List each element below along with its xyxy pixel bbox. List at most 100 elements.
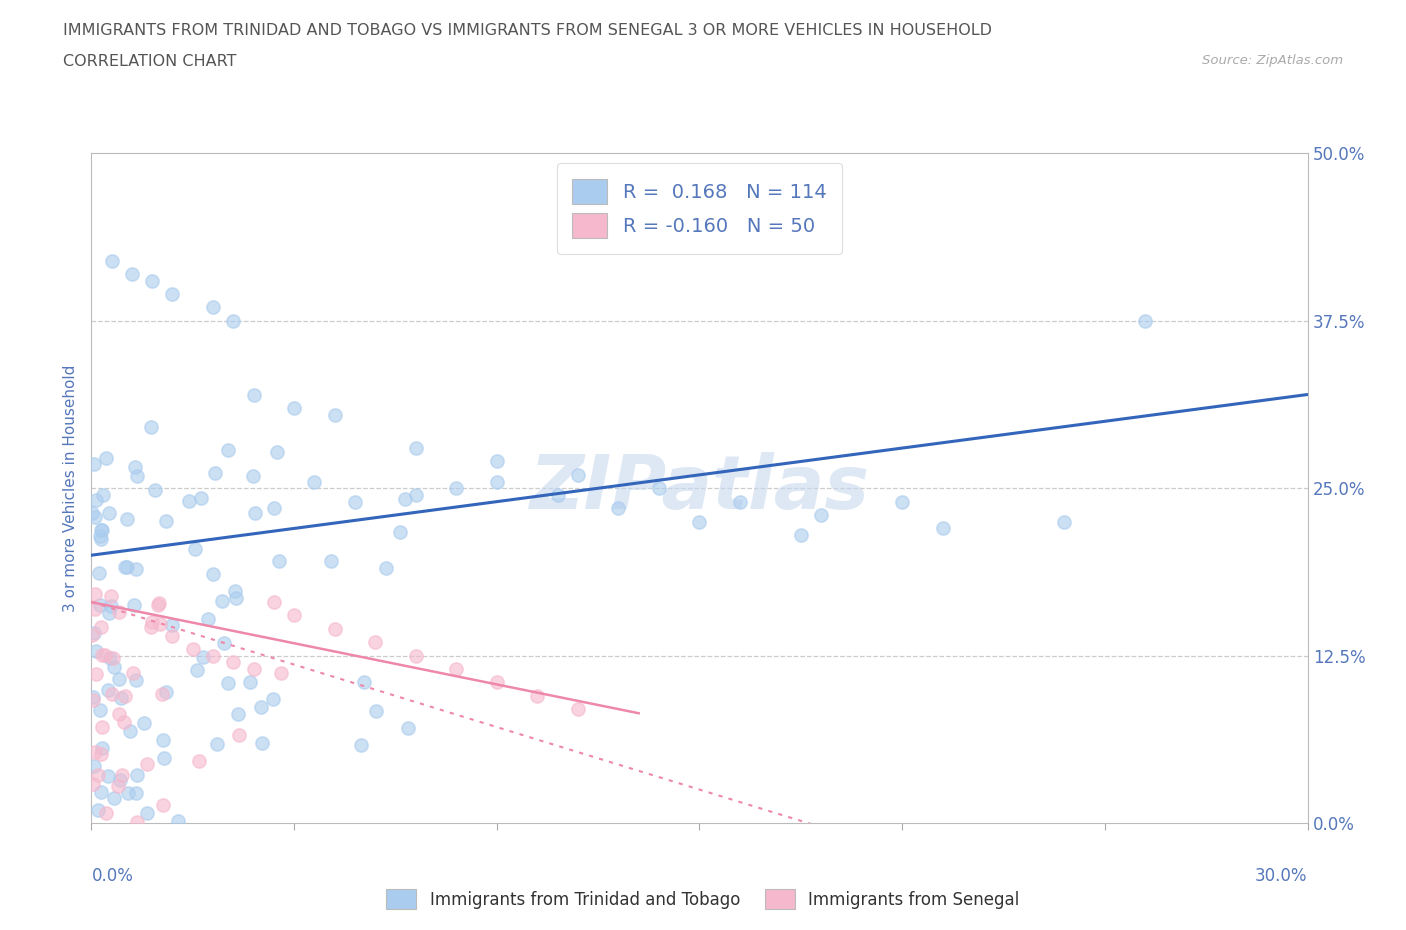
Point — [124, 459, 146, 474]
Point — [323, 621, 346, 636]
Point — [114, 688, 136, 703]
Point — [245, 506, 267, 521]
Point — [125, 786, 148, 801]
Point — [141, 419, 163, 434]
Point — [91, 488, 114, 503]
Point — [90, 720, 112, 735]
Point — [283, 401, 305, 416]
Point — [204, 466, 226, 481]
Point — [364, 635, 387, 650]
Legend: Immigrants from Trinidad and Tobago, Immigrants from Senegal: Immigrants from Trinidad and Tobago, Imm… — [378, 881, 1028, 917]
Point — [83, 759, 105, 774]
Point — [242, 469, 264, 484]
Point — [90, 619, 112, 634]
Point — [1053, 514, 1076, 529]
Point — [323, 407, 346, 422]
Point — [80, 628, 103, 643]
Point — [197, 611, 219, 626]
Point — [82, 693, 104, 708]
Point — [270, 666, 292, 681]
Point — [89, 529, 111, 544]
Point — [405, 487, 427, 502]
Point — [790, 527, 813, 542]
Point — [87, 803, 110, 817]
Point — [86, 644, 108, 658]
Point — [152, 797, 174, 812]
Point — [152, 733, 174, 748]
Point — [114, 560, 136, 575]
Point — [107, 605, 129, 620]
Point — [82, 777, 104, 791]
Point — [155, 685, 177, 700]
Text: 30.0%: 30.0% — [1256, 867, 1308, 884]
Point — [350, 737, 373, 752]
Point — [217, 675, 239, 690]
Point — [83, 744, 105, 759]
Point — [97, 683, 120, 698]
Point — [228, 727, 250, 742]
Point — [110, 768, 132, 783]
Point — [648, 481, 671, 496]
Point — [82, 505, 104, 520]
Y-axis label: 3 or more Vehicles in Household: 3 or more Vehicles in Household — [63, 365, 79, 612]
Point — [250, 699, 273, 714]
Point — [115, 512, 138, 527]
Point — [90, 523, 112, 538]
Point — [526, 688, 548, 703]
Point — [160, 618, 183, 632]
Point — [263, 594, 285, 609]
Point — [405, 648, 427, 663]
Point — [184, 541, 207, 556]
Point — [242, 387, 264, 402]
Point — [225, 591, 247, 605]
Point — [108, 772, 131, 787]
Point — [262, 691, 284, 706]
Point — [304, 474, 326, 489]
Text: ZIPatlas: ZIPatlas — [530, 452, 869, 525]
Point — [91, 740, 114, 755]
Point — [226, 707, 249, 722]
Point — [110, 691, 132, 706]
Point — [162, 286, 184, 301]
Point — [444, 481, 467, 496]
Point — [121, 267, 143, 282]
Point — [242, 661, 264, 676]
Point — [83, 626, 105, 641]
Point — [193, 650, 215, 665]
Point — [117, 786, 139, 801]
Point — [222, 313, 245, 328]
Point — [108, 671, 131, 686]
Point — [98, 605, 121, 620]
Point — [98, 651, 121, 666]
Point — [1135, 313, 1157, 328]
Point — [224, 584, 246, 599]
Point — [891, 494, 914, 509]
Point — [115, 560, 138, 575]
Point — [207, 736, 229, 751]
Point — [485, 675, 508, 690]
Point — [167, 814, 190, 829]
Point — [100, 599, 122, 614]
Point — [84, 667, 107, 682]
Point — [353, 675, 375, 690]
Point — [181, 642, 204, 657]
Point — [101, 687, 124, 702]
Point — [263, 501, 285, 516]
Point — [931, 521, 953, 536]
Point — [98, 506, 121, 521]
Point — [375, 561, 398, 576]
Point — [103, 659, 125, 674]
Point — [84, 587, 107, 602]
Point — [396, 721, 419, 736]
Point — [100, 253, 122, 268]
Point — [118, 724, 141, 738]
Point — [485, 474, 508, 489]
Point — [94, 451, 117, 466]
Point — [222, 655, 245, 670]
Point — [94, 648, 117, 663]
Point — [89, 598, 111, 613]
Text: IMMIGRANTS FROM TRINIDAD AND TOBAGO VS IMMIGRANTS FROM SENEGAL 3 OR MORE VEHICLE: IMMIGRANTS FROM TRINIDAD AND TOBAGO VS I… — [63, 23, 993, 38]
Point — [148, 595, 170, 610]
Point — [179, 493, 201, 508]
Point — [94, 805, 117, 820]
